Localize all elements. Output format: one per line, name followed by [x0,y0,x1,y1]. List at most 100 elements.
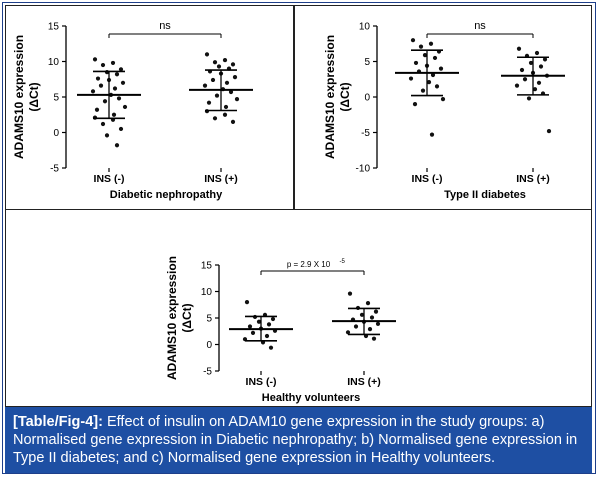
y-axis-unit: (ΔCt) [338,82,352,111]
chart-healthy-volunteers: -5 0 5 10 15 ADAMS10 expression (ΔCt) INS (-) IN… [165,256,396,404]
data-point [230,62,236,67]
data-point [247,324,253,329]
y-axis-unit: (ΔCt) [27,82,41,111]
data-point [212,116,218,121]
data-point [90,89,96,94]
data-point [412,102,418,107]
y-tick-label: -10 [356,164,371,175]
x-tick-label: INS (-) [94,173,125,185]
data-point [116,96,122,101]
x-tick-label: INS (-) [412,173,443,185]
y-tick-label: 0 [364,93,370,104]
data-point [373,309,379,314]
y-tick-label: 5 [206,314,212,325]
data-point [95,76,101,81]
data-point [210,77,216,83]
panel-healthy-volunteers: -5 0 5 10 15 ADAMS10 expression (ΔCt) INS (-) IN… [5,209,592,407]
data-point [234,97,240,102]
data-point [528,60,534,66]
data-point [256,319,262,324]
data-point [536,80,542,85]
data-point [434,84,440,89]
data-point [228,89,234,95]
data-point [202,83,208,88]
significance-label: ns [159,20,171,32]
y-tick-label: 10 [48,57,60,68]
y-tick-label: 10 [359,22,371,33]
y-tick-label: 10 [201,287,213,298]
caption-text: Effect of insulin on ADAM10 gene express… [13,414,578,466]
data-point [270,316,276,322]
data-point [222,112,228,117]
data-point [212,60,218,65]
data-point [519,67,525,73]
data-point [430,72,436,78]
data-point [410,38,416,43]
y-tick-label: 5 [364,57,370,68]
panel-type-ii-diabetes: -10 -5 0 5 10 ADAMS10 expression (ΔCt) INS (-) I… [294,5,592,211]
data-point [526,96,532,101]
y-axis-unit: (ΔCt) [180,303,194,332]
chart-type-ii-diabetes: -10 -5 0 5 10 ADAMS10 expression (ΔCt) INS (-) I… [323,20,565,201]
data-point [428,41,434,46]
data-point [216,64,222,69]
x-axis-title: Type II diabetes [444,189,526,201]
y-axis-title: ADAMS10 expression [165,256,179,380]
x-tick-label: INS (+) [204,173,238,185]
significance-exponent: -5 [340,259,346,265]
data-point [111,112,117,117]
y-tick-label: -5 [203,367,212,378]
data-point [532,87,538,92]
y-tick-label: 0 [53,128,59,139]
data-point [232,75,238,80]
data-point [100,121,106,127]
data-point [408,76,414,81]
data-point [102,99,108,104]
x-tick-label: INS (+) [347,376,381,388]
data-point [98,83,104,88]
data-point [432,55,438,61]
x-tick-label: INS (+) [516,173,550,185]
data-point [104,133,110,138]
data-point [92,57,98,62]
caption-label: [Table/Fig-4]: [13,414,103,430]
data-point [110,60,116,66]
data-point [422,53,428,58]
y-tick-label: 15 [48,22,60,33]
data-point [118,67,124,72]
data-point [224,80,230,85]
y-tick-label: 5 [53,93,59,104]
y-axis-title: ADAMS10 expression [12,35,26,159]
data-point [353,324,359,329]
data-point [534,50,540,56]
data-point [516,46,522,51]
data-point [120,80,126,85]
data-point [538,64,544,69]
data-point [94,107,100,112]
data-point [114,143,120,148]
y-tick-label: 15 [201,261,213,272]
data-point [413,60,419,66]
data-point [375,321,381,326]
y-tick-label: -5 [50,164,59,175]
data-point [112,86,118,91]
data-point [244,300,250,305]
y-tick-label: -5 [361,128,370,139]
data-point [264,333,270,339]
data-point [514,83,520,88]
data-point [206,100,212,105]
data-point [250,330,256,335]
data-point [420,88,426,93]
x-tick-label: INS (-) [246,376,277,388]
data-point [440,97,446,102]
data-point [542,57,548,62]
y-axis-title: ADAMS10 expression [323,35,337,159]
data-point [438,66,444,71]
data-point [230,119,236,124]
data-point [223,104,229,110]
significance-label: ns [474,20,486,32]
data-point [546,128,552,134]
data-point [418,44,424,49]
data-point [367,327,373,332]
